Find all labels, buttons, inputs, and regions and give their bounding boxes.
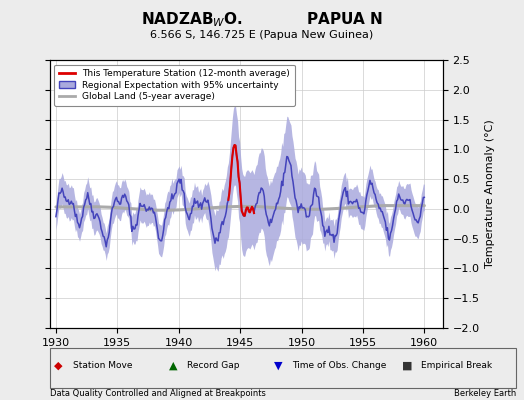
- Text: Station Move: Station Move: [73, 362, 133, 370]
- Text: 6.566 S, 146.725 E (Papua New Guinea): 6.566 S, 146.725 E (Papua New Guinea): [150, 30, 374, 40]
- Text: ◆: ◆: [54, 361, 63, 371]
- Text: ▼: ▼: [274, 361, 282, 371]
- Text: Berkeley Earth: Berkeley Earth: [454, 389, 516, 398]
- Text: Data Quality Controlled and Aligned at Breakpoints: Data Quality Controlled and Aligned at B…: [50, 389, 266, 398]
- Legend: This Temperature Station (12-month average), Regional Expectation with 95% uncer: This Temperature Station (12-month avera…: [54, 64, 294, 106]
- Text: ■: ■: [402, 361, 412, 371]
- Text: ▲: ▲: [169, 361, 177, 371]
- Text: NADZAB$_W$O.            PAPUA N: NADZAB$_W$O. PAPUA N: [141, 10, 383, 29]
- Text: Empirical Break: Empirical Break: [421, 362, 492, 370]
- Text: Record Gap: Record Gap: [188, 362, 240, 370]
- Y-axis label: Temperature Anomaly (°C): Temperature Anomaly (°C): [485, 120, 495, 268]
- Text: Time of Obs. Change: Time of Obs. Change: [292, 362, 387, 370]
